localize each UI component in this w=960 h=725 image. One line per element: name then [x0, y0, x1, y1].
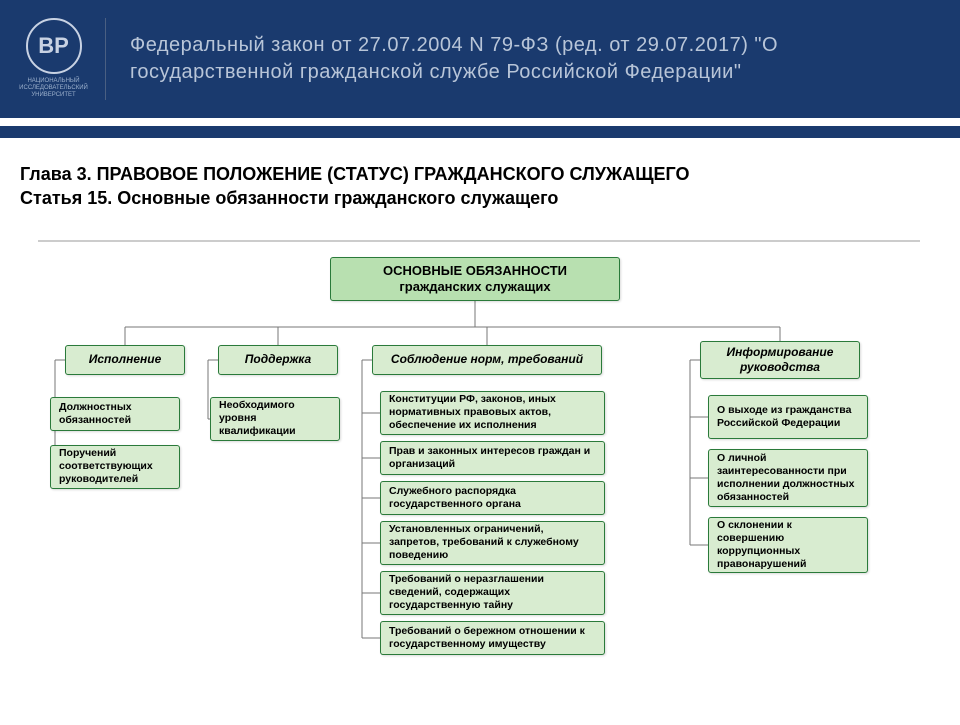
logo: ВР НАЦИОНАЛЬНЫЙ ИССЛЕДОВАТЕЛЬСКИЙ УНИВЕР… — [20, 18, 106, 100]
slide-body: Глава 3. ПРАВОВОЕ ПОЛОЖЕНИЕ (СТАТУС) ГРА… — [0, 126, 960, 725]
cat4-box: Информирование руководства — [700, 341, 860, 379]
cat1-box: Исполнение — [65, 345, 185, 375]
l_cat2_0-box: Необходимого уровня квалификации — [210, 397, 340, 441]
slide-title: Федеральный закон от 27.07.2004 N 79-ФЗ … — [130, 32, 940, 86]
article-heading: Статья 15. Основные обязанности гражданс… — [20, 188, 940, 209]
org-tree-diagram: ОСНОВНЫЕ ОБЯЗАННОСТИгражданских служащих… — [20, 235, 940, 715]
l_cat3_5-box: Требований о бережном отношении к госуда… — [380, 621, 605, 655]
l_cat4_1-box: О личной заинтересованности при исполнен… — [708, 449, 868, 507]
l_cat1_0-box: Должностных обязанностей — [50, 397, 180, 431]
logo-caption: НАЦИОНАЛЬНЫЙ ИССЛЕДОВАТЕЛЬСКИЙ УНИВЕРСИТ… — [19, 78, 88, 100]
l_cat3_3-box: Установленных ограничений, запретов, тре… — [380, 521, 605, 565]
l_cat4_2-box: О склонении к совершению коррупционных п… — [708, 517, 868, 573]
root-box: ОСНОВНЫЕ ОБЯЗАННОСТИгражданских служащих — [330, 257, 620, 301]
chapter-heading: Глава 3. ПРАВОВОЕ ПОЛОЖЕНИЕ (СТАТУС) ГРА… — [20, 162, 940, 186]
logo-mark: ВР — [26, 18, 82, 74]
slide-header: ВР НАЦИОНАЛЬНЫЙ ИССЛЕДОВАТЕЛЬСКИЙ УНИВЕР… — [0, 0, 960, 126]
cat3-box: Соблюдение норм, требований — [372, 345, 602, 375]
l_cat3_4-box: Требований о неразглашении сведений, сод… — [380, 571, 605, 615]
l_cat1_1-box: Поручений соответствующих руководителей — [50, 445, 180, 489]
l_cat3_1-box: Прав и законных интересов граждан и орга… — [380, 441, 605, 475]
l_cat3_2-box: Служебного распорядка государственного о… — [380, 481, 605, 515]
cat2-box: Поддержка — [218, 345, 338, 375]
l_cat3_0-box: Конституции РФ, законов, иных нормативны… — [380, 391, 605, 435]
l_cat4_0-box: О выходе из гражданства Российской Федер… — [708, 395, 868, 439]
